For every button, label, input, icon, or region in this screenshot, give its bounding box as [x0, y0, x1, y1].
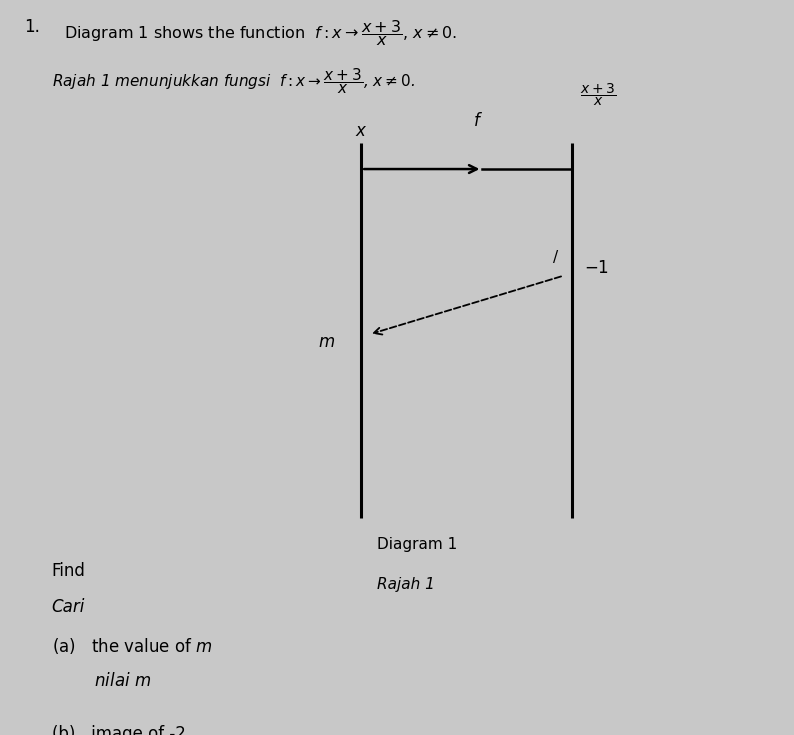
Text: Cari: Cari	[52, 598, 85, 615]
Text: /: /	[553, 250, 558, 265]
Text: (a)   the value of $m$: (a) the value of $m$	[52, 637, 212, 656]
Text: $m$: $m$	[318, 333, 334, 351]
Text: Rajah 1: Rajah 1	[377, 577, 435, 592]
Text: Find: Find	[52, 562, 86, 580]
Text: Diagram 1: Diagram 1	[377, 537, 457, 551]
Text: Diagram 1 shows the function  $f:x \rightarrow \dfrac{x+3}{x}$, $x \neq 0$.: Diagram 1 shows the function $f:x \right…	[64, 18, 457, 49]
Text: $x$: $x$	[355, 122, 368, 140]
Text: $-1$: $-1$	[584, 259, 609, 277]
Text: $f$: $f$	[473, 112, 484, 130]
Text: (b)   image of -2: (b) image of -2	[52, 725, 186, 735]
Text: $\dfrac{x+3}{x}$: $\dfrac{x+3}{x}$	[580, 82, 616, 108]
Text: nilai $m$: nilai $m$	[52, 672, 151, 689]
Text: Rajah 1 menunjukkan fungsi  $f:x \rightarrow \dfrac{x+3}{x}$, $x \neq 0$.: Rajah 1 menunjukkan fungsi $f:x \rightar…	[52, 66, 414, 96]
Text: 1.: 1.	[24, 18, 40, 36]
